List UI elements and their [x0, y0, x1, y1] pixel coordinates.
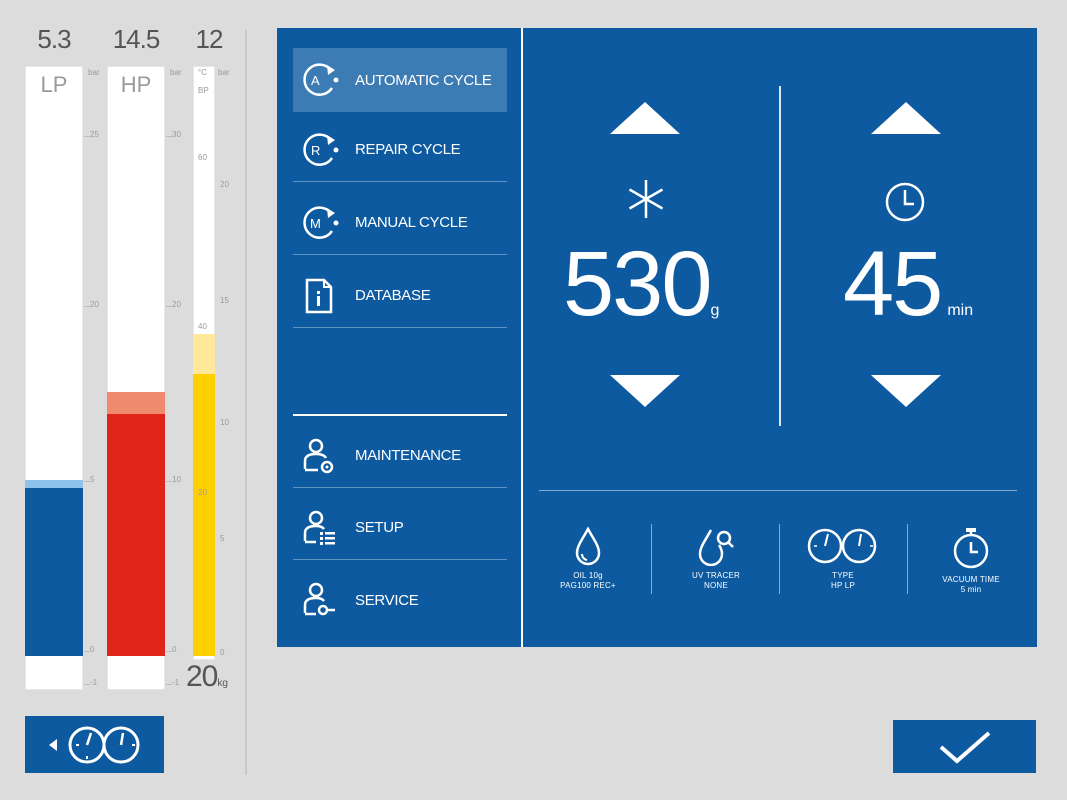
info-divider [779, 524, 780, 594]
info-vacuum-line2: 5 min [960, 585, 982, 594]
menu-label: SERVICE [355, 591, 419, 609]
repair-cycle-icon: R [299, 130, 339, 170]
menu-label: AUTOMATIC CYCLE [355, 71, 492, 89]
automatic-cycle-icon: A [299, 60, 339, 100]
svg-text:R: R [311, 143, 320, 158]
snowflake-icon [625, 178, 667, 220]
confirm-button[interactable] [893, 720, 1036, 773]
hp-value: 14.5 [112, 24, 161, 54]
temp-gauge [193, 66, 215, 660]
temp-unit-bar: bar [218, 68, 230, 77]
back-gauges-button[interactable] [25, 716, 164, 773]
quantity-display: 530g [563, 232, 763, 337]
menu-item-setup[interactable]: SETUP [293, 496, 507, 560]
temp-value: 12 [195, 24, 224, 54]
hp-label: HP [120, 72, 152, 97]
menu-item-service[interactable]: SERVICE [293, 568, 507, 632]
menu-item-repair-cycle[interactable]: R REPAIR CYCLE [293, 118, 507, 182]
info-vacuum-line1: VACUUM TIME [942, 575, 1000, 584]
left-divider [245, 30, 247, 775]
cycle-menu: A AUTOMATIC CYCLE R REPAIR CYCLE M MANUA… [277, 28, 523, 647]
info-uv-tracer[interactable]: UV TRACER NONE [653, 526, 779, 591]
info-uv-line1: UV TRACER [692, 571, 740, 580]
hp-fill-top [107, 392, 165, 414]
stopwatch-icon [953, 528, 989, 569]
info-divider [651, 524, 652, 594]
menu-separator [293, 414, 507, 416]
info-oil-line2: PAG100 REC+ [560, 581, 616, 590]
menu-item-manual-cycle[interactable]: M MANUAL CYCLE [293, 191, 507, 255]
time-unit: min [947, 302, 974, 319]
weight-value: 20 [186, 660, 218, 693]
lp-fill-top [25, 480, 83, 488]
menu-label: DATABASE [355, 287, 431, 304]
gauges-icon [807, 528, 877, 564]
info-type[interactable]: TYPE HP LP [780, 526, 906, 591]
svg-text:M: M [310, 216, 321, 231]
maintenance-icon [299, 436, 339, 476]
quantity-decrease-button[interactable] [610, 375, 680, 407]
menu-item-maintenance[interactable]: MAINTENANCE [293, 424, 507, 488]
setup-icon [299, 508, 339, 548]
quantity-value: 530 [563, 233, 712, 335]
svg-text:A: A [311, 73, 320, 88]
quantity-unit: g [710, 302, 720, 319]
clock-icon [883, 180, 927, 224]
lp-scale: bar 25 20 5 0 -1 [84, 66, 102, 690]
temp-unit-c: °C [198, 68, 207, 77]
info-type-line2: HP LP [831, 581, 855, 590]
back-arrow-icon [48, 738, 57, 751]
info-divider [907, 524, 908, 594]
info-vacuum-time[interactable]: VACUUM TIME 5 min [908, 526, 1034, 595]
weight-unit: kg [217, 678, 228, 689]
lp-unit: bar [88, 68, 100, 77]
info-oil[interactable]: OIL 10g PAG100 REC+ [525, 526, 651, 591]
hp-gauge: HP [107, 66, 165, 690]
info-type-line1: TYPE [832, 571, 854, 580]
main-panel: A AUTOMATIC CYCLE R REPAIR CYCLE M MANUA… [277, 28, 1037, 647]
quantity-increase-button[interactable] [610, 102, 680, 134]
temp-fill [193, 374, 215, 656]
lp-value: 5.3 [37, 24, 71, 54]
time-increase-button[interactable] [871, 102, 941, 134]
menu-item-database[interactable]: DATABASE [293, 264, 507, 328]
manual-cycle-icon: M [299, 203, 339, 243]
menu-label: REPAIR CYCLE [355, 141, 461, 158]
info-uv-line2: NONE [704, 581, 728, 590]
lp-fill [25, 488, 83, 656]
hp-scale: bar 30 20 10 0 -1 [166, 66, 184, 690]
menu-item-automatic-cycle[interactable]: A AUTOMATIC CYCLE [293, 48, 507, 112]
lp-gauge: LP [25, 66, 83, 690]
info-separator [539, 490, 1017, 491]
hp-fill [107, 414, 165, 656]
oil-drop-icon [575, 526, 601, 566]
value-divider [779, 86, 781, 426]
lp-label: LP [40, 72, 68, 97]
hp-unit: bar [170, 68, 182, 77]
menu-label: MAINTENANCE [355, 447, 461, 464]
gauges-icon [68, 726, 139, 763]
temp-sub-label: BP [198, 86, 209, 95]
time-decrease-button[interactable] [871, 375, 941, 407]
info-oil-line1: OIL 10g [573, 571, 603, 580]
time-display: 45 min [843, 232, 1033, 337]
uv-tracer-icon [698, 529, 734, 567]
weight-readout: 20kg [186, 660, 228, 694]
database-icon [299, 276, 339, 316]
temp-fill-top [193, 334, 215, 374]
checkmark-icon [939, 730, 990, 764]
service-icon [299, 580, 339, 620]
menu-label: MANUAL CYCLE [355, 214, 468, 231]
time-value: 45 [843, 233, 943, 335]
menu-label: SETUP [355, 519, 404, 536]
